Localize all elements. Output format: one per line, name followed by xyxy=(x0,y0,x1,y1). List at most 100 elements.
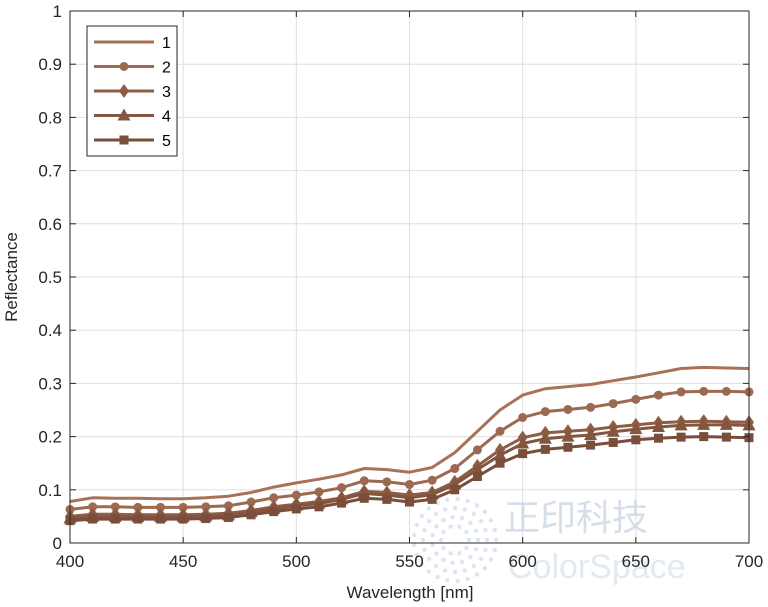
y-axis-label: Reflectance xyxy=(2,232,21,322)
data-point-5 xyxy=(110,514,120,524)
data-point-2 xyxy=(563,404,573,414)
data-point-5 xyxy=(269,507,279,517)
data-point-5 xyxy=(563,442,573,452)
data-point-5 xyxy=(156,514,166,524)
watermark-dot xyxy=(433,563,439,569)
watermark-dot xyxy=(483,547,488,553)
data-point-2 xyxy=(382,477,392,487)
series-2 xyxy=(65,386,754,514)
data-point-5 xyxy=(201,514,211,524)
watermark-dot xyxy=(441,546,446,551)
watermark-dot xyxy=(455,578,460,584)
data-point-5 xyxy=(608,437,618,447)
watermark-dot xyxy=(462,507,468,512)
data-point-5 xyxy=(382,494,392,504)
data-point-4 xyxy=(606,424,620,437)
watermark-dot xyxy=(482,509,488,515)
legend-label-3: 3 xyxy=(162,84,171,101)
watermark-dot xyxy=(442,507,448,512)
data-point-4 xyxy=(470,462,484,475)
y-tick-label: 0 xyxy=(53,534,62,553)
data-point-5 xyxy=(472,472,482,481)
watermark-dot xyxy=(452,505,458,511)
data-point-2 xyxy=(450,464,460,474)
data-point-2 xyxy=(359,476,369,486)
watermark-dot xyxy=(430,533,435,538)
watermark-dot xyxy=(430,542,435,547)
watermark-dot xyxy=(441,529,446,534)
watermark-dot xyxy=(488,518,494,523)
watermark-dot xyxy=(419,561,425,567)
watermark-dot xyxy=(433,511,439,517)
watermark-dot xyxy=(459,515,465,521)
data-point-4 xyxy=(719,417,733,430)
y-tick-label: 0.1 xyxy=(38,481,62,500)
watermark-dot xyxy=(488,557,494,562)
watermark-dot xyxy=(462,568,468,573)
watermark-dot xyxy=(468,554,473,560)
watermark-dot xyxy=(419,513,425,519)
watermark-dot xyxy=(471,563,477,569)
watermark-dot xyxy=(441,517,446,523)
watermark-dot xyxy=(448,551,453,556)
data-point-5 xyxy=(676,432,686,442)
watermark-dot xyxy=(468,520,473,526)
watermark-en-text: ColorSpace xyxy=(508,548,686,586)
watermark-dot xyxy=(465,498,470,504)
watermark-dot xyxy=(459,559,465,565)
watermark-dot xyxy=(465,576,470,582)
watermark-dot xyxy=(450,560,455,566)
data-point-2 xyxy=(721,386,731,396)
data-point-2 xyxy=(540,407,550,417)
data-point-5 xyxy=(653,433,663,443)
watermark-dot xyxy=(475,537,481,543)
data-point-5 xyxy=(405,497,414,507)
data-point-5 xyxy=(359,493,369,503)
data-point-5 xyxy=(291,504,301,514)
legend-marker-2 xyxy=(119,62,129,71)
watermark-dot xyxy=(478,518,484,524)
watermark-dot xyxy=(492,527,497,533)
legend-marker-5 xyxy=(119,135,129,145)
data-point-2 xyxy=(495,426,505,436)
watermark-dot xyxy=(471,511,477,517)
legend-label-5: 5 xyxy=(162,133,171,150)
data-point-5 xyxy=(518,449,528,459)
watermark-dot xyxy=(450,514,455,520)
data-point-5 xyxy=(450,485,460,495)
data-point-5 xyxy=(223,512,233,522)
legend-label-2: 2 xyxy=(162,60,171,77)
watermark-dot xyxy=(457,524,462,529)
data-point-5 xyxy=(314,502,324,512)
watermark-dot xyxy=(434,551,439,556)
data-point-4 xyxy=(493,448,507,461)
x-tick-label: 450 xyxy=(169,552,197,571)
watermark-dot xyxy=(426,518,432,524)
watermark-dot xyxy=(438,537,444,543)
grid xyxy=(70,11,749,543)
watermark-dot xyxy=(483,527,488,533)
y-tick-label: 0.3 xyxy=(38,374,62,393)
watermark-dot xyxy=(435,574,440,580)
data-point-5 xyxy=(699,432,709,442)
watermark-logo-dots xyxy=(412,496,499,584)
data-point-4 xyxy=(538,431,552,444)
watermark-dot xyxy=(474,503,480,508)
watermark-dot xyxy=(448,524,453,529)
data-point-5 xyxy=(246,510,256,520)
data-point-5 xyxy=(427,494,437,504)
watermark-dot xyxy=(420,537,426,543)
data-point-2 xyxy=(586,402,596,412)
watermark-dot xyxy=(426,556,432,562)
data-point-2 xyxy=(631,394,641,404)
watermark-dot xyxy=(414,552,420,558)
watermark-dot xyxy=(464,546,469,551)
data-point-5 xyxy=(540,444,550,454)
watermark-dot xyxy=(445,578,450,583)
data-point-4 xyxy=(516,436,530,449)
watermark-dot xyxy=(473,528,479,533)
data-point-5 xyxy=(337,498,347,508)
y-tick-label: 0.8 xyxy=(38,108,62,127)
x-tick-label: 400 xyxy=(56,552,84,571)
x-axis-label: Wavelength [nm] xyxy=(347,583,474,602)
